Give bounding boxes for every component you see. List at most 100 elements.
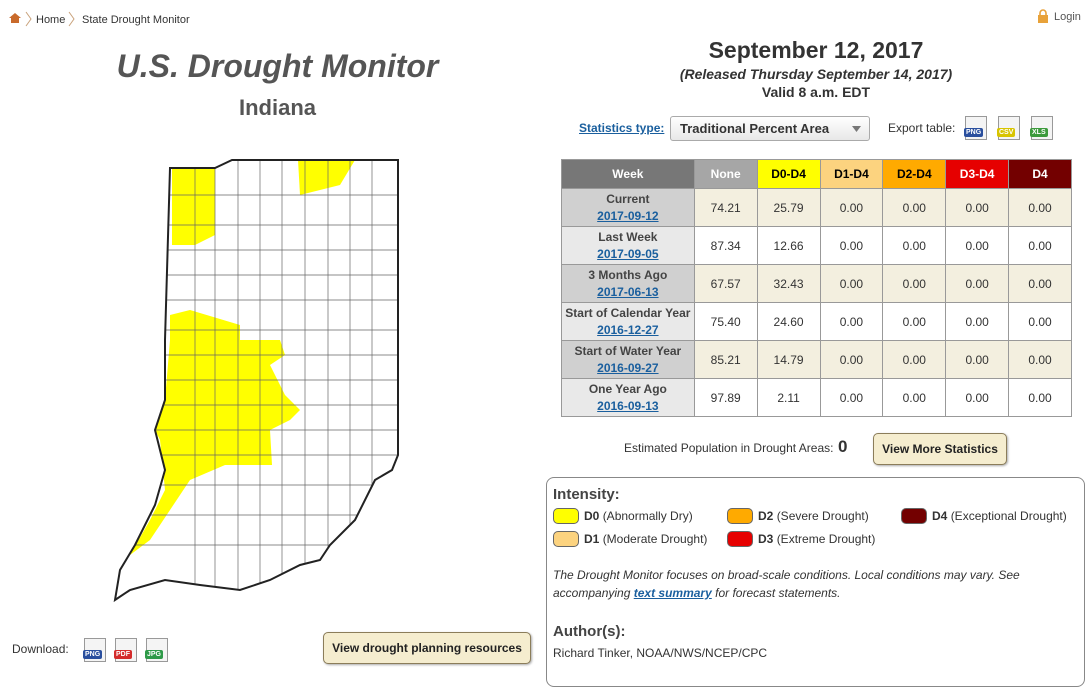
export-label: Export table:: [888, 121, 956, 135]
value-cell: 97.89: [693, 378, 758, 417]
legend-desc: (Exceptional Drought): [950, 509, 1067, 523]
week-label: Start of Water Year: [574, 343, 682, 358]
legend-desc: (Moderate Drought): [602, 532, 708, 546]
value-cell: 0.00: [882, 378, 947, 417]
week-cell: 3 Months Ago 2017-06-13: [561, 264, 695, 303]
legend-code: D3: [758, 532, 774, 546]
week-date-link[interactable]: 2016-12-27: [597, 322, 659, 337]
value-cell: 0.00: [819, 340, 884, 379]
legend-swatch: [727, 508, 753, 524]
week-date-link[interactable]: 2017-09-12: [597, 208, 659, 223]
value-cell: 0.00: [945, 264, 1010, 303]
value-cell: 0.00: [945, 340, 1010, 379]
stats-type-label[interactable]: Statistics type:: [579, 121, 665, 135]
value-cell: 0.00: [945, 226, 1010, 265]
legend-label: D4 (Exceptional Drought): [932, 509, 1067, 523]
file-icon-label: PNG: [964, 128, 984, 137]
file-icon[interactable]: CSV: [997, 116, 1020, 140]
week-date-link[interactable]: 2016-09-13: [597, 398, 659, 413]
crumb-separator: [68, 11, 75, 27]
value-cell: 0.00: [945, 378, 1010, 417]
breadcrumb-current: State Drought Monitor: [82, 14, 190, 26]
value-cell: 0.00: [819, 188, 884, 227]
map-date: September 12, 2017: [708, 37, 924, 63]
column-header: D4: [1008, 159, 1072, 189]
value-cell: 0.00: [882, 340, 947, 379]
lock-icon[interactable]: [1037, 9, 1049, 24]
column-header: Week: [561, 159, 695, 189]
file-icon[interactable]: JPG: [145, 638, 168, 662]
stats-type-value: Traditional Percent Area: [680, 121, 830, 136]
valid-time: Valid 8 a.m. EDT: [761, 84, 871, 100]
file-icon[interactable]: PNG: [964, 116, 987, 140]
login-link[interactable]: Login: [1054, 11, 1081, 23]
legend-label: D3 (Extreme Drought): [758, 532, 875, 546]
legend-code: D0: [584, 509, 600, 523]
file-icon-label: JPG: [145, 650, 164, 659]
value-cell: 0.00: [945, 188, 1010, 227]
value-cell: 2.11: [756, 378, 821, 417]
breadcrumb-home[interactable]: Home: [36, 14, 66, 26]
dropdown-arrow: [852, 126, 861, 132]
file-icon[interactable]: PDF: [114, 638, 137, 662]
value-cell: 0.00: [1008, 226, 1072, 265]
value-cell: 67.57: [693, 264, 758, 303]
week-date-link[interactable]: 2017-09-05: [597, 246, 659, 261]
value-cell: 74.21: [693, 188, 758, 227]
value-cell: 32.43: [756, 264, 821, 303]
column-header: None: [693, 159, 758, 189]
value-cell: 0.00: [1008, 378, 1072, 417]
file-icon[interactable]: XLS: [1030, 116, 1053, 140]
author-title: Author(s):: [553, 623, 626, 640]
data-row: Start of Calendar Year 2016-12-27 75.40 24.…: [561, 302, 1072, 341]
data-row: Current 2017-09-12 74.21 25.79 0.00 0.00 0.00 0…: [561, 188, 1072, 227]
week-label: Current: [606, 191, 650, 206]
planning-button[interactable]: View drought planning resources: [323, 632, 531, 664]
value-cell: 0.00: [882, 226, 947, 265]
drought-map: [113, 159, 399, 603]
home-icon[interactable]: [8, 12, 22, 24]
week-label: Last Week: [598, 229, 658, 244]
legend-label: D2 (Severe Drought): [758, 509, 869, 523]
text-summary-link[interactable]: text summary: [633, 586, 712, 600]
data-row: Last Week 2017-09-05 87.34 12.66 0.00 0.00 0.0…: [561, 226, 1072, 265]
week-label: One Year Ago: [588, 381, 667, 396]
note-text: The Drought Monitor focuses on broad-sca…: [553, 568, 1020, 600]
week-date-link[interactable]: 2017-06-13: [597, 284, 659, 299]
legend-swatch: [553, 531, 579, 547]
stats-table: Week None D0-D4 D1-D4 D2-D4 D3-D4 D4 Current 201…: [561, 159, 1072, 417]
population-label: Estimated Population in Drought Areas:: [624, 441, 834, 455]
release-date: (Released Thursday September 14, 2017): [679, 66, 953, 82]
week-cell: Current 2017-09-12: [561, 188, 695, 227]
download-label: Download:: [12, 642, 69, 656]
legend-label: D1 (Moderate Drought): [584, 532, 707, 546]
value-cell: 0.00: [882, 264, 947, 303]
value-cell: 0.00: [1008, 188, 1072, 227]
file-icon-label: CSV: [997, 128, 1016, 137]
data-row: 3 Months Ago 2017-06-13 67.57 32.43 0.00 0.00…: [561, 264, 1072, 303]
legend-title: Intensity:: [553, 486, 620, 503]
file-icon[interactable]: PNG: [83, 638, 106, 662]
week-cell: One Year Ago 2016-09-13: [561, 378, 695, 417]
week-label: Start of Calendar Year: [565, 305, 691, 320]
week-cell: Start of Water Year 2016-09-27: [561, 340, 695, 379]
value-cell: 75.40: [693, 302, 758, 341]
value-cell: 0.00: [819, 226, 884, 265]
week-label: 3 Months Ago: [588, 267, 668, 282]
more-stats-button[interactable]: View More Statistics: [873, 433, 1007, 465]
crumb-separator: [25, 11, 32, 27]
author-name: Richard Tinker, NOAA/NWS/NCEP/CPC: [553, 646, 768, 660]
note: The Drought Monitor focuses on broad-sca…: [553, 566, 1053, 602]
value-cell: 0.00: [1008, 340, 1072, 379]
value-cell: 0.00: [882, 302, 947, 341]
note-text: for forecast statements.: [715, 586, 841, 600]
legend-swatch: [901, 508, 927, 524]
week-cell: Start of Calendar Year 2016-12-27: [561, 302, 695, 341]
legend-desc: (Extreme Drought): [776, 532, 876, 546]
week-date-link[interactable]: 2016-09-27: [597, 360, 659, 375]
stats-type-select[interactable]: Traditional Percent Area: [670, 116, 870, 141]
value-cell: 87.34: [693, 226, 758, 265]
legend-code: D4: [932, 509, 948, 523]
column-header: D3-D4: [945, 159, 1010, 189]
population-value: 0: [838, 437, 848, 456]
